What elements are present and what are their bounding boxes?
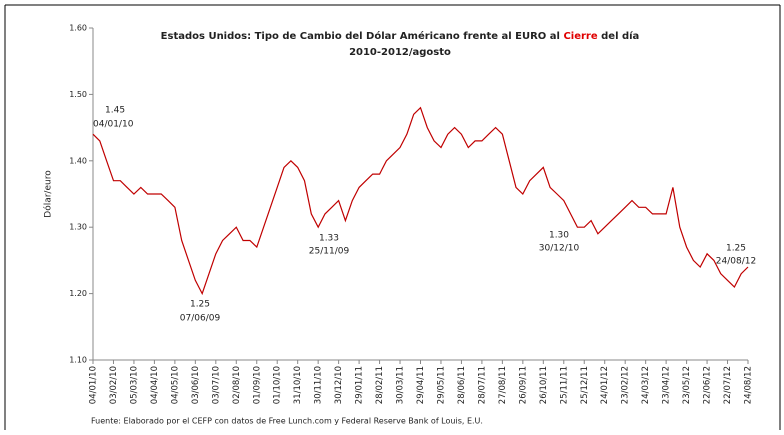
annotation-date: 25/11/09 [309,247,350,257]
y-axis-label: Dólar/euro [43,170,54,218]
x-tick-label: 30/12/10 [334,366,344,404]
x-tick-label: 27/08/11 [498,366,508,404]
title-part: Estados Unidos: Tipo de Cambio del Dólar… [161,30,564,42]
annotation-value: 1.25 [726,244,746,254]
x-tick-label: 29/04/11 [416,366,426,404]
x-tick-label: 22/07/12 [723,366,733,404]
y-tick-label: 1.50 [69,90,87,99]
annotation-value: 1.30 [549,231,569,241]
y-tick-label: 1.60 [69,24,87,33]
annotation-value: 1.45 [105,106,125,116]
x-tick-label: 26/10/11 [539,366,549,404]
x-tick-label: 29/05/11 [436,366,446,404]
x-tick-label: 29/01/11 [355,366,365,404]
annotation-date: 30/12/10 [539,244,580,254]
y-tick-label: 1.20 [69,289,87,298]
x-tick-label: 28/06/11 [457,366,467,404]
x-tick-label: 04/01/10 [89,366,99,404]
x-tick-label: 03/02/10 [109,366,119,404]
annotation-value: 1.25 [190,300,210,310]
annotation-date: 04/01/10 [93,120,134,130]
annotation-date: 07/06/09 [180,314,221,324]
y-tick-label: 1.30 [69,223,87,232]
title-part: del día [598,30,640,42]
x-tick-label: 04/04/10 [150,366,160,404]
x-tick-label: 23/02/12 [621,366,631,404]
x-tick-label: 23/05/12 [682,366,692,404]
x-tick-label: 02/08/10 [232,366,242,404]
subtitle: 2010-2012/agosto [349,47,451,58]
x-tick-label: 03/07/10 [211,366,221,404]
x-tick-label: 31/10/10 [293,366,303,404]
x-tick-label: 24/03/12 [641,366,651,404]
x-tick-label: 25/12/11 [580,366,590,404]
x-tick-label: 30/11/10 [314,366,324,404]
x-tick-label: 28/02/11 [375,366,385,404]
x-tick-label: 01/09/10 [252,366,262,404]
annotation-value: 1.33 [319,234,339,244]
chart-title: Estados Unidos: Tipo de Cambio del Dólar… [161,30,640,42]
x-tick-label: 05/03/10 [129,366,139,404]
x-tick-label: 26/09/11 [518,366,528,404]
x-tick-label: 23/04/12 [662,366,672,404]
title-part: Cierre [563,31,597,42]
data-line [92,106,749,296]
annotation-date: 24/08/12 [716,257,756,267]
x-tick-label: 24/01/12 [600,366,610,404]
x-tick-label: 22/06/12 [703,366,713,404]
x-tick-label: 25/11/11 [559,366,569,404]
x-tick-label: 24/08/12 [744,366,754,404]
source: Fuente: Elaborado por el CEFP con datos … [91,417,483,426]
x-tick-label: 30/03/11 [396,366,406,404]
x-tick-label: 03/06/10 [191,366,201,404]
x-tick-label: 04/05/10 [170,366,180,404]
y-tick-label: 1.10 [69,356,87,365]
x-tick-label: 28/07/11 [477,366,487,404]
y-tick-label: 1.40 [69,156,87,165]
x-tick-label: 01/10/10 [273,366,283,404]
